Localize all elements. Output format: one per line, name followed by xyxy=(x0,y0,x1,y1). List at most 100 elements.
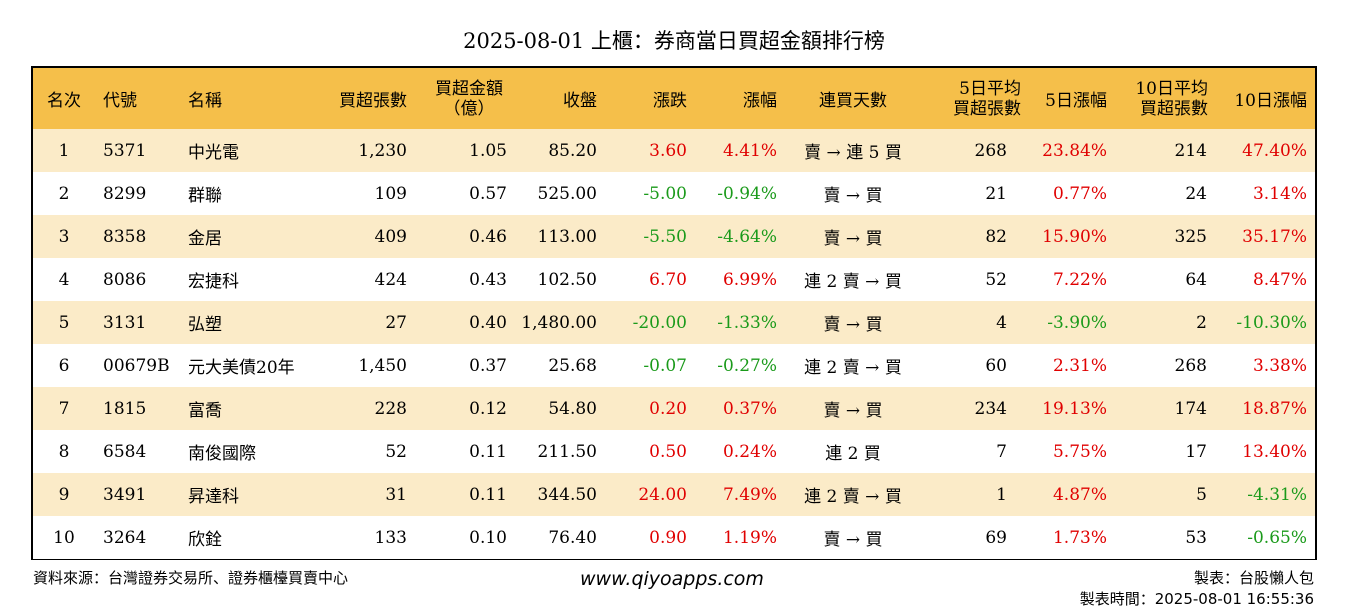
header-buy-volume: 買超張數 xyxy=(339,91,407,111)
maker: 製表：台股懶人包 xyxy=(1193,569,1314,587)
header-avg10-line2: 買超張數 xyxy=(1140,98,1208,119)
table-row: 4 8086 宏捷科 424 0.43 102.50 6.70 6.99% 連 2 賣 → 買 5… xyxy=(33,258,1315,301)
cell-close: 54.80 xyxy=(548,398,597,419)
table-row: 6 00679B 元大美債20年 1,450 0.37 25.68 -0.07 -0.27% 連… xyxy=(33,344,1315,387)
cell-name: 金居 xyxy=(188,229,222,249)
cell-change: -0.07 xyxy=(643,355,687,376)
cell-buy-volume: 1,450 xyxy=(358,355,407,376)
cell-name: 元大美債20年 xyxy=(188,358,295,378)
cell-avg10: 53 xyxy=(1185,527,1207,548)
cell-pct5: -3.90% xyxy=(1047,312,1107,333)
cell-pct5: 0.77% xyxy=(1052,183,1107,204)
cell-pct5: 7.22% xyxy=(1052,269,1107,290)
header-buy-amount-line1: 買超金額 xyxy=(435,78,503,99)
cell-rank: 5 xyxy=(58,312,70,333)
table-row: 2 8299 群聯 109 0.57 525.00 -5.00 -0.94% 賣 → 買 21 0.… xyxy=(33,172,1315,215)
cell-rank: 2 xyxy=(58,183,70,204)
cell-days: 賣 → 連 5 買 xyxy=(804,143,902,163)
cell-avg5: 1 xyxy=(996,484,1007,505)
cell-rank: 4 xyxy=(58,269,70,290)
cell-pct5: 15.90% xyxy=(1042,226,1107,247)
cell-avg5: 21 xyxy=(985,183,1007,204)
cell-code: 8299 xyxy=(103,183,147,204)
cell-name: 宏捷科 xyxy=(188,272,239,292)
cell-pct10: 35.17% xyxy=(1242,226,1307,247)
cell-name: 昇達科 xyxy=(188,487,239,507)
cell-rank: 10 xyxy=(53,527,75,548)
cell-pct10: 3.14% xyxy=(1252,183,1307,204)
cell-close: 76.40 xyxy=(548,527,597,548)
cell-buy-amount: 0.57 xyxy=(469,183,507,204)
cell-close: 113.00 xyxy=(537,226,597,247)
cell-name: 欣銓 xyxy=(188,530,222,550)
cell-avg10: 24 xyxy=(1185,183,1207,204)
table-row: 1 5371 中光電 1,230 1.05 85.20 3.60 4.41% 賣 → 連 5 買… xyxy=(33,129,1315,172)
table-row: 5 3131 弘塑 27 0.40 1,480.00 -20.00 -1.33% 賣 → 買 4 -… xyxy=(33,301,1315,344)
table-row: 3 8358 金居 409 0.46 113.00 -5.50 -4.64% 賣 → 買 82 15… xyxy=(33,215,1315,258)
cell-avg5: 234 xyxy=(974,398,1007,419)
cell-pct10: -4.31% xyxy=(1247,484,1307,505)
cell-pct: -0.94% xyxy=(717,183,777,204)
cell-name: 中光電 xyxy=(188,143,239,163)
header-avg5-line1: 5日平均 xyxy=(959,78,1021,99)
cell-change: 3.60 xyxy=(649,140,687,161)
cell-rank: 8 xyxy=(58,441,70,462)
cell-buy-amount: 0.46 xyxy=(469,226,507,247)
cell-pct10: 47.40% xyxy=(1242,140,1307,161)
cell-pct: 1.19% xyxy=(722,527,777,548)
cell-avg5: 4 xyxy=(996,312,1007,333)
made-time: 製表時間：2025-08-01 16:55:36 xyxy=(1079,590,1314,608)
header-pct5: 5日漲幅 xyxy=(1045,91,1107,111)
table-row: 10 3264 欣銓 133 0.10 76.40 0.90 1.19% 賣 → 買 69 1.73… xyxy=(33,516,1315,559)
cell-change: -20.00 xyxy=(632,312,687,333)
cell-buy-amount: 0.37 xyxy=(469,355,507,376)
cell-pct10: 8.47% xyxy=(1252,269,1307,290)
cell-days: 賣 → 買 xyxy=(823,229,883,249)
cell-rank: 9 xyxy=(58,484,70,505)
cell-code: 5371 xyxy=(103,140,147,161)
header-avg5-line2: 買超張數 xyxy=(953,98,1021,119)
cell-buy-volume: 409 xyxy=(374,226,407,247)
cell-change: 0.20 xyxy=(649,398,687,419)
cell-days: 連 2 買 xyxy=(825,444,881,464)
cell-pct5: 5.75% xyxy=(1052,441,1107,462)
cell-pct5: 19.13% xyxy=(1042,398,1107,419)
cell-avg10: 174 xyxy=(1174,398,1207,419)
cell-name: 南俊國際 xyxy=(188,444,256,464)
cell-avg10: 17 xyxy=(1185,441,1207,462)
header-name: 名稱 xyxy=(188,91,222,111)
cell-pct10: -10.30% xyxy=(1236,312,1307,333)
cell-pct: 6.99% xyxy=(722,269,777,290)
cell-pct10: 18.87% xyxy=(1242,398,1307,419)
cell-change: 0.90 xyxy=(649,527,687,548)
cell-change: -5.50 xyxy=(643,226,687,247)
cell-avg5: 52 xyxy=(985,269,1007,290)
cell-buy-volume: 31 xyxy=(385,484,407,505)
header-close: 收盤 xyxy=(563,91,597,111)
cell-code: 3131 xyxy=(103,312,147,333)
cell-buy-amount: 0.12 xyxy=(469,398,507,419)
page-title: 2025-08-01 上櫃：券商當日買超金額排行榜 xyxy=(463,29,885,53)
header-code: 代號 xyxy=(103,91,137,111)
cell-close: 1,480.00 xyxy=(521,312,597,333)
cell-days: 連 2 賣 → 買 xyxy=(804,272,902,292)
cell-change: -5.00 xyxy=(643,183,687,204)
cell-pct: 4.41% xyxy=(722,140,777,161)
cell-buy-amount: 1.05 xyxy=(469,140,507,161)
cell-name: 富喬 xyxy=(188,401,222,421)
cell-avg10: 325 xyxy=(1174,226,1207,247)
cell-avg5: 69 xyxy=(985,527,1007,548)
header-change: 漲跌 xyxy=(653,91,687,111)
cell-name: 弘塑 xyxy=(188,315,222,335)
cell-pct5: 23.84% xyxy=(1042,140,1107,161)
cell-buy-amount: 0.11 xyxy=(469,441,507,462)
table-header: 名次 代號 名稱 買超張數 買超金額 （億） 收盤 漲跌 漲幅 連買天數 5日平… xyxy=(33,68,1315,131)
header-pct10: 10日漲幅 xyxy=(1234,91,1307,111)
cell-buy-volume: 52 xyxy=(385,441,407,462)
cell-avg5: 7 xyxy=(996,441,1007,462)
cell-pct: 7.49% xyxy=(722,484,777,505)
header-days: 連買天數 xyxy=(819,91,887,111)
cell-pct10: -0.65% xyxy=(1247,527,1307,548)
cell-close: 25.68 xyxy=(548,355,597,376)
header-avg10-line1: 10日平均 xyxy=(1135,78,1208,99)
